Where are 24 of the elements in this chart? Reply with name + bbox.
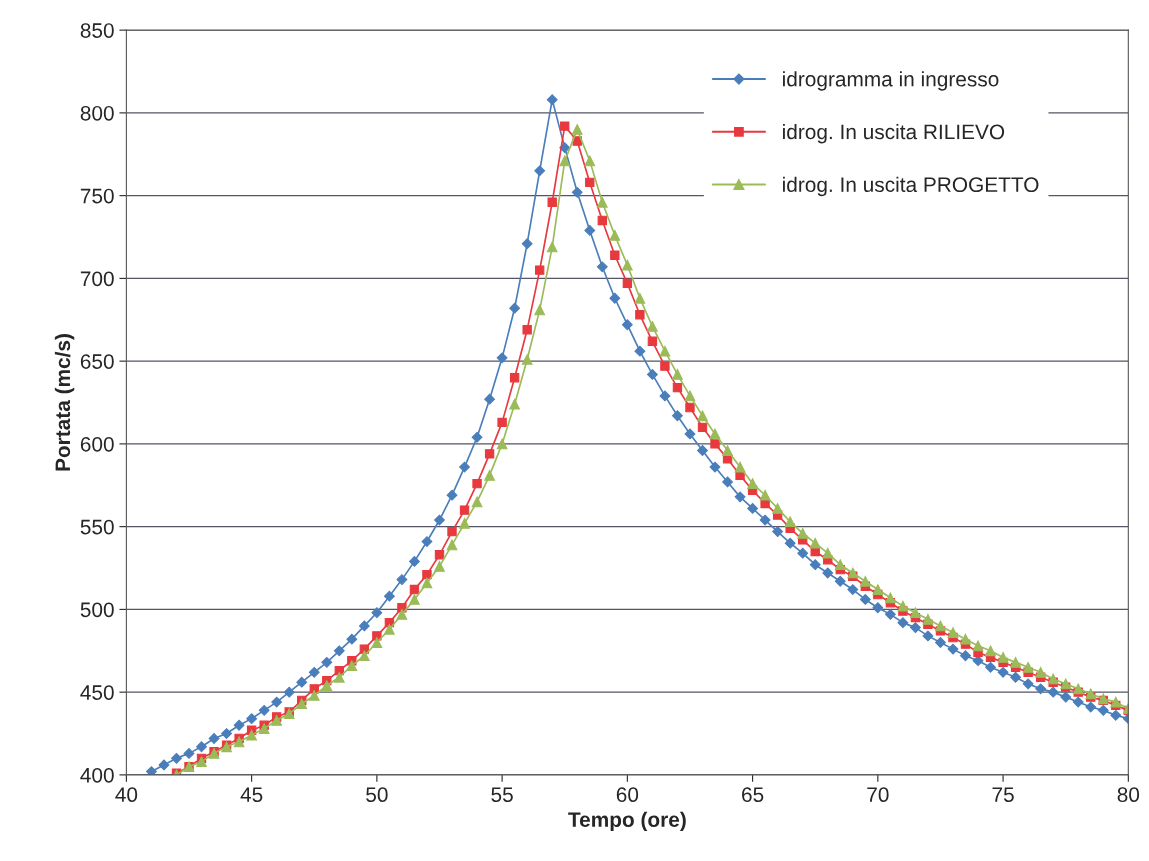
y-tick-label: 850 <box>80 23 114 38</box>
x-tick-label: 65 <box>742 787 764 803</box>
y-tick-label: 500 <box>80 602 114 618</box>
y-tick-label: 750 <box>80 188 114 204</box>
y-axis-title: Portata (mc/s) <box>54 334 75 471</box>
y-tick-label: 600 <box>80 436 114 452</box>
y-tick-label: 450 <box>80 685 114 700</box>
x-tick-label: 55 <box>491 787 513 803</box>
x-tick-label: 40 <box>115 787 138 803</box>
x-tick-label: 70 <box>867 787 889 803</box>
y-tick-label: 400 <box>80 767 114 783</box>
legend-label: idrog. In uscita RILIEVO <box>783 123 1005 144</box>
y-tick-label: 550 <box>80 519 114 535</box>
x-axis-title: Tempo (ore) <box>568 811 686 832</box>
y-tick-label: 700 <box>80 271 114 287</box>
y-tick-label: 800 <box>80 105 114 121</box>
x-tick-label: 45 <box>240 787 263 803</box>
x-tick-label: 75 <box>992 787 1014 803</box>
x-tick-label: 60 <box>616 787 639 803</box>
x-tick-label: 50 <box>366 787 388 803</box>
legend-label: idrog. In uscita PROGETTO <box>783 176 1039 197</box>
y-tick-label: 650 <box>80 354 114 369</box>
x-tick-label: 80 <box>1117 787 1140 803</box>
legend-label: idrogramma in ingresso <box>783 71 999 91</box>
